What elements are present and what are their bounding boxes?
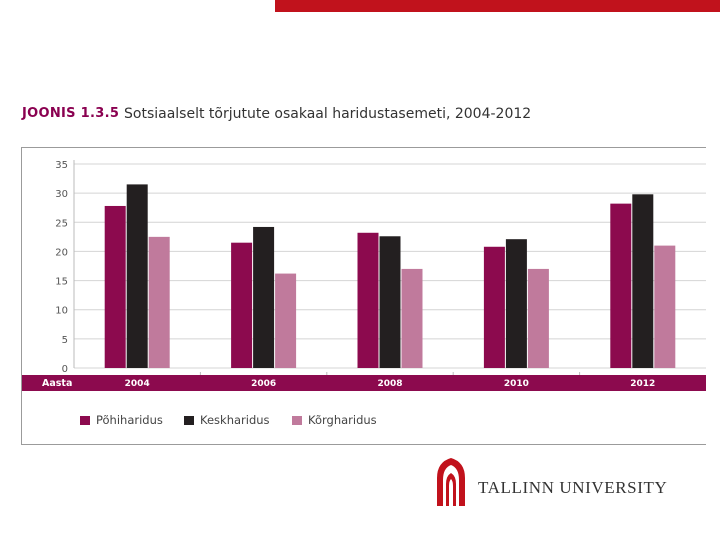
legend-swatch: [80, 415, 90, 425]
x-axis-title: Aasta: [42, 378, 72, 389]
legend-label: Põhiharidus: [96, 413, 163, 427]
bar-Keskharidus-2008: [379, 236, 401, 368]
legend-label: Kõrgharidus: [308, 413, 377, 427]
y-tick-label: 35: [55, 160, 68, 171]
bar-Põhiharidus-2008: [357, 232, 379, 368]
bar-Keskharidus-2004: [126, 184, 148, 368]
tallinn-university-arch-icon: [437, 458, 465, 506]
legend-item: Keskharidus: [184, 413, 292, 427]
x-tick-label: 2004: [125, 379, 150, 389]
bar-Põhiharidus-2004: [104, 205, 126, 368]
y-tick-label: 20: [55, 247, 68, 258]
legend-swatch: [184, 415, 194, 425]
y-tick-label: 30: [55, 189, 68, 200]
bar-Kõrgharidus-2004: [148, 236, 170, 368]
bar-Kõrgharidus-2010: [527, 268, 549, 368]
legend-item: Kõrgharidus: [292, 413, 412, 427]
legend-item: Põhiharidus: [80, 413, 184, 427]
logo-text: TALLINN UNIVERSITY: [478, 478, 668, 497]
bar-Keskharidus-2006: [253, 226, 275, 368]
x-axis-band: [22, 375, 706, 391]
top-accent-bar: [275, 0, 720, 12]
y-tick-label: 0: [62, 364, 68, 375]
figure-title: Sotsiaalselt tõrjutute osakaal haridusta…: [124, 106, 532, 122]
bar-Keskharidus-2010: [505, 239, 527, 368]
bar-Põhiharidus-2006: [231, 242, 253, 368]
legend-label: Keskharidus: [200, 413, 270, 427]
chart-container: 0 5 10 15 20 25 30 35 Aasta 2004 2006 2008 2010 2012: [21, 147, 706, 445]
chart-legend: Põhiharidus Keskharidus Kõrgharidus: [80, 413, 412, 427]
bar-Põhiharidus-2012: [610, 203, 632, 368]
legend-swatch: [292, 415, 302, 425]
y-tick-label: 15: [55, 277, 68, 288]
bar-Kõrgharidus-2008: [401, 268, 423, 368]
bar-Kõrgharidus-2006: [275, 273, 297, 368]
y-tick-label: 25: [55, 218, 68, 229]
x-tick-label: 2006: [251, 379, 276, 389]
y-tick-label: 10: [55, 306, 68, 317]
bar-chart: 0 5 10 15 20 25 30 35 Aasta 2004 2006 2008 2010 2012: [22, 160, 706, 391]
x-tick-label: 2008: [377, 379, 402, 389]
x-tick-label: 2012: [630, 379, 655, 389]
bar-Kõrgharidus-2012: [654, 245, 676, 368]
bar-Keskharidus-2012: [632, 194, 654, 368]
x-tick-label: 2010: [504, 379, 529, 389]
y-tick-label: 5: [62, 335, 68, 346]
bar-Põhiharidus-2010: [483, 246, 505, 368]
figure-label: JOONIS 1.3.5: [22, 106, 120, 121]
